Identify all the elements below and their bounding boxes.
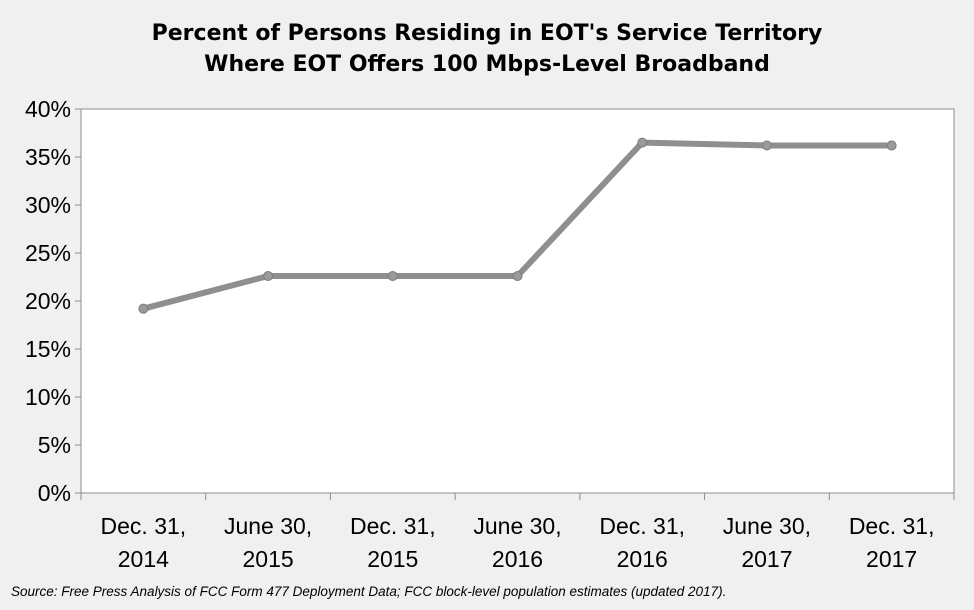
chart-title-line-2: Where EOT Offers 100 Mbps-Level Broadban…	[204, 52, 770, 77]
y-tick-label: 5%	[38, 432, 71, 458]
y-tick-label: 40%	[25, 96, 71, 122]
y-tick-label: 0%	[38, 480, 71, 506]
y-tick-label: 15%	[25, 336, 71, 362]
x-tick-label: Dec. 31, 2014	[101, 513, 187, 572]
data-point	[387, 271, 398, 282]
y-axis: 0% 5% 10% 15% 20% 25% 30% 35% 40%	[25, 96, 81, 506]
data-point	[886, 140, 897, 151]
data-point	[512, 271, 523, 282]
source-note: Source: Free Press Analysis of FCC Form …	[11, 584, 727, 599]
y-tick-label: 25%	[25, 240, 71, 266]
x-tick-label: Dec. 31, 2017	[849, 513, 935, 572]
series-layer	[138, 137, 897, 314]
x-tick-label: Dec. 31, 2015	[350, 513, 436, 572]
plot-area	[80, 108, 955, 494]
y-tick-label: 20%	[25, 288, 71, 314]
y-tick-label: 30%	[25, 192, 71, 218]
x-tick-label: June 30, 2016	[473, 513, 561, 572]
data-point	[263, 271, 274, 282]
data-point	[637, 137, 648, 148]
y-tick-label: 35%	[25, 144, 71, 170]
x-tick-label: June 30, 2015	[224, 513, 312, 572]
chart-title: Percent of Persons Residing in EOT's Ser…	[0, 18, 974, 80]
data-point	[761, 140, 772, 151]
y-tick-label: 10%	[25, 384, 71, 410]
chart-title-line-1: Percent of Persons Residing in EOT's Ser…	[151, 21, 823, 46]
data-point	[138, 303, 149, 314]
x-tick-label: June 30, 2017	[723, 513, 811, 572]
x-tick-label: Dec. 31, 2016	[599, 513, 685, 572]
x-axis: Dec. 31, 2014 June 30, 2015 Dec. 31, 2015 June…	[80, 493, 955, 572]
